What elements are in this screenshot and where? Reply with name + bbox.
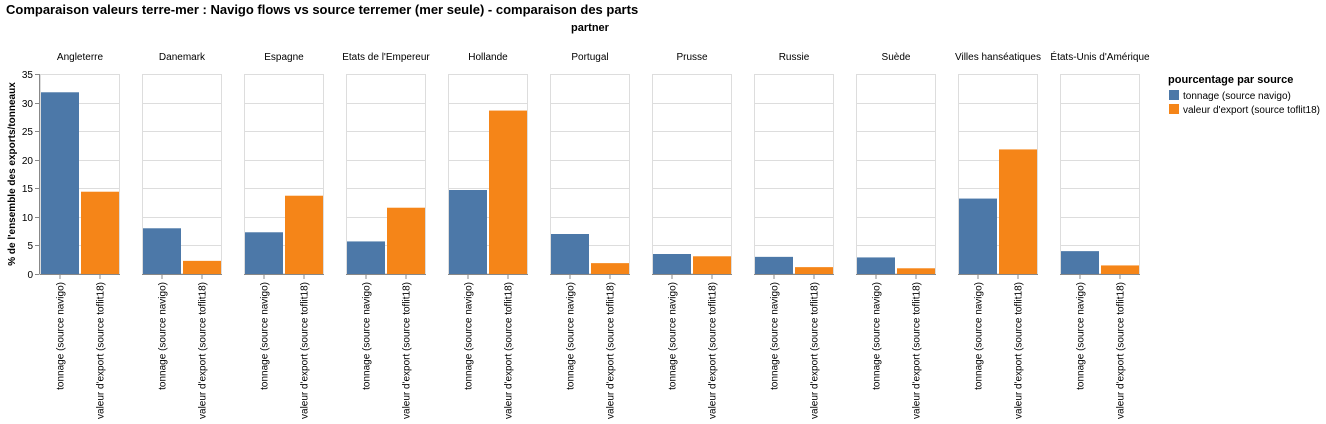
y-tick-label: 15 bbox=[22, 184, 34, 195]
facet-label: Angleterre bbox=[57, 52, 104, 63]
bar-tonnage bbox=[41, 92, 79, 275]
legend-swatch-tonnage bbox=[1169, 90, 1179, 100]
bar-valeur bbox=[387, 207, 425, 274]
y-tick-label: 20 bbox=[22, 156, 34, 167]
x-tick-label: tonnage (source navigo) bbox=[974, 282, 985, 390]
facet-panel: Espagne tonnage (source navigo) valeur d'e… bbox=[244, 52, 324, 419]
facet-frame bbox=[40, 74, 120, 274]
facet-frame bbox=[244, 74, 324, 274]
facet-label: Portugal bbox=[571, 52, 608, 63]
chart-title: Comparaison valeurs terre-mer : Navigo f… bbox=[6, 2, 638, 17]
y-axis-label: % de l'ensemble des exports/tonneaux bbox=[7, 82, 18, 266]
x-tick-label: valeur d'export (source toflit18) bbox=[300, 282, 311, 419]
facet-frame bbox=[346, 74, 426, 274]
x-tick-label: valeur d'export (source toflit18) bbox=[708, 282, 719, 419]
bar-valeur bbox=[591, 263, 629, 274]
x-tick-label: tonnage (source navigo) bbox=[770, 282, 781, 390]
x-tick-label: tonnage (source navigo) bbox=[464, 282, 475, 390]
facet-label: Villes hanséatiques bbox=[955, 52, 1041, 63]
facet-label: Danemark bbox=[159, 52, 206, 63]
y-tick-label: 25 bbox=[22, 127, 34, 138]
legend: pourcentage par source tonnage (source n… bbox=[1168, 74, 1320, 116]
facet-panel: États-Unis d'Amérique tonnage (source nav… bbox=[1050, 50, 1150, 419]
y-axis: 0 5 10 15 20 25 30 35 bbox=[22, 70, 40, 281]
facet-panel: Etats de l'Empereur tonnage (source navig… bbox=[342, 52, 430, 419]
facet-panel: Portugal tonnage (source navigo) valeur d'… bbox=[550, 52, 630, 419]
x-tick-label: tonnage (source navigo) bbox=[260, 282, 271, 390]
bar-tonnage bbox=[449, 190, 487, 274]
facet-frame bbox=[652, 74, 732, 274]
bar-valeur bbox=[693, 256, 731, 274]
bar-tonnage bbox=[755, 256, 793, 274]
facet-panels: Angleterre tonnage (source navigo) valeur … bbox=[40, 50, 1150, 419]
x-tick-label: valeur d'export (source toflit18) bbox=[96, 282, 107, 419]
legend-title: pourcentage par source bbox=[1168, 74, 1293, 86]
x-tick-label: tonnage (source navigo) bbox=[566, 282, 577, 390]
bar-valeur bbox=[183, 260, 221, 274]
facet-label: Russie bbox=[779, 52, 810, 63]
bar-valeur bbox=[81, 191, 119, 274]
facet-frame bbox=[550, 74, 630, 274]
facet-panel: Prusse tonnage (source navigo) valeur d'ex… bbox=[652, 52, 732, 419]
facet-frame bbox=[142, 74, 222, 274]
x-tick-label: valeur d'export (source toflit18) bbox=[402, 282, 413, 419]
facet-panel: Russie tonnage (source navigo) valeur d'ex… bbox=[754, 52, 834, 419]
y-tick-label: 35 bbox=[22, 70, 34, 81]
y-tick-label: 10 bbox=[22, 213, 34, 224]
x-tick-label: valeur d'export (source toflit18) bbox=[606, 282, 617, 419]
x-tick-label: tonnage (source navigo) bbox=[872, 282, 883, 390]
facet-label: États-Unis d'Amérique bbox=[1050, 50, 1150, 63]
facet-label: Hollande bbox=[468, 52, 508, 63]
facet-frame bbox=[856, 74, 936, 274]
facet-label: Suède bbox=[882, 52, 911, 63]
bar-valeur bbox=[1101, 265, 1139, 274]
legend-label-tonnage: tonnage (source navigo) bbox=[1183, 91, 1291, 102]
x-tick-label: valeur d'export (source toflit18) bbox=[912, 282, 923, 419]
facet-label: Espagne bbox=[264, 52, 304, 63]
facet-label: Etats de l'Empereur bbox=[342, 52, 430, 63]
x-tick-label: valeur d'export (source toflit18) bbox=[810, 282, 821, 419]
x-tick-label: tonnage (source navigo) bbox=[158, 282, 169, 390]
facet-frame bbox=[958, 74, 1038, 274]
facet-label: Prusse bbox=[676, 52, 708, 63]
bar-tonnage bbox=[245, 232, 283, 274]
bar-tonnage bbox=[347, 241, 385, 274]
facet-panel: Hollande tonnage (source navigo) valeur d'… bbox=[448, 52, 528, 419]
x-tick-label: tonnage (source navigo) bbox=[1076, 282, 1087, 390]
x-tick-label: valeur d'export (source toflit18) bbox=[1014, 282, 1025, 419]
bar-valeur bbox=[795, 267, 833, 274]
x-tick-label: tonnage (source navigo) bbox=[668, 282, 679, 390]
facet-frame bbox=[1060, 74, 1140, 274]
y-tick-label: 5 bbox=[27, 241, 33, 252]
bar-tonnage bbox=[857, 257, 895, 274]
legend-label-valeur: valeur d'export (source toflit18) bbox=[1183, 105, 1320, 116]
facet-frame bbox=[754, 74, 834, 274]
bar-valeur bbox=[999, 149, 1037, 274]
facet-header-title: partner bbox=[571, 22, 610, 34]
bar-tonnage bbox=[1061, 251, 1099, 274]
x-tick-label: valeur d'export (source toflit18) bbox=[198, 282, 209, 419]
x-tick-label: tonnage (source navigo) bbox=[362, 282, 373, 390]
bar-valeur bbox=[897, 268, 935, 274]
facet-panel: Danemark tonnage (source navigo) valeur d'… bbox=[142, 52, 222, 419]
bar-valeur bbox=[285, 195, 323, 274]
y-tick-label: 0 bbox=[27, 270, 33, 281]
bar-tonnage bbox=[551, 234, 589, 274]
x-tick-label: tonnage (source navigo) bbox=[56, 282, 67, 390]
bar-tonnage bbox=[959, 198, 997, 274]
x-tick-label: valeur d'export (source toflit18) bbox=[504, 282, 515, 419]
legend-swatch-valeur bbox=[1169, 104, 1179, 114]
facet-panel: Villes hanséatiques tonnage (source navig… bbox=[955, 52, 1041, 419]
facet-frame bbox=[448, 74, 528, 274]
facet-panel: Suède tonnage (source navigo) valeur d'exp… bbox=[856, 52, 936, 419]
bar-tonnage bbox=[143, 228, 181, 274]
x-tick-label: valeur d'export (source toflit18) bbox=[1116, 282, 1127, 419]
facet-panel: Angleterre tonnage (source navigo) valeur … bbox=[40, 52, 120, 419]
bar-valeur bbox=[489, 110, 527, 274]
bar-tonnage bbox=[653, 254, 691, 274]
y-tick-label: 30 bbox=[22, 99, 34, 110]
